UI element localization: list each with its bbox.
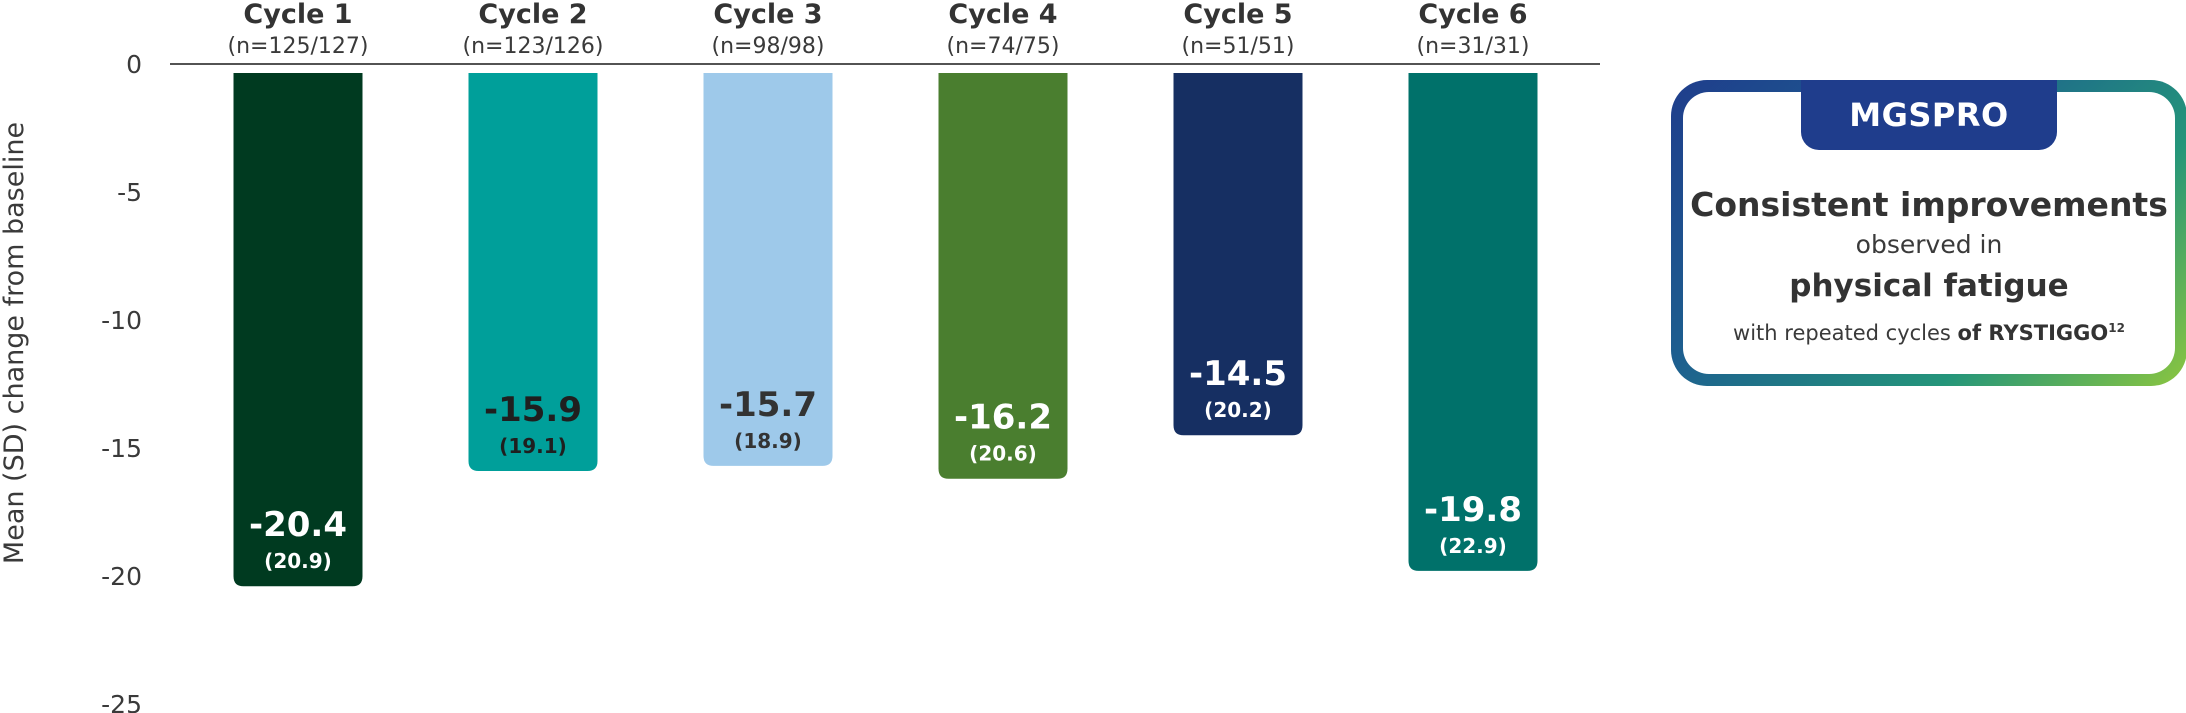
bar-value-label: -16.2 — [954, 398, 1052, 438]
category-label: Cycle 4 — [948, 0, 1057, 30]
bar-sd-label: (22.9) — [1439, 534, 1507, 558]
bar — [1408, 73, 1538, 571]
bar-value-label: -15.7 — [719, 385, 817, 425]
bar — [468, 73, 598, 472]
sample-size-label: (n=123/126) — [463, 34, 604, 59]
y-axis: 0 -5 -10 -15 -20 -25 — [101, 50, 142, 713]
bar-value-label: -19.8 — [1424, 490, 1522, 530]
bar — [703, 73, 833, 466]
sample-size-label: (n=74/75) — [947, 34, 1060, 59]
category-label: Cycle 2 — [478, 0, 587, 30]
sample-size-label: (n=51/51) — [1182, 34, 1295, 59]
callout-line-observed: observed in — [1855, 230, 2003, 259]
category-label: Cycle 1 — [243, 0, 352, 30]
bar-value-label: -15.9 — [484, 390, 582, 430]
callout-box: Consistent improvements observed in phys… — [1671, 80, 2186, 386]
y-tick-label: -10 — [101, 306, 142, 335]
callout-headline: Consistent improvements — [1690, 185, 2168, 224]
sample-size-label: (n=125/127) — [228, 34, 369, 59]
y-tick-label: -25 — [101, 690, 142, 713]
bar-sd-label: (20.2) — [1204, 398, 1272, 422]
bar-value-label: -20.4 — [249, 505, 347, 545]
y-tick-label: -5 — [117, 178, 142, 207]
cycle-headers: Cycle 1 (n=125/127) Cycle 2 (n=123/126) Cycl… — [228, 0, 1530, 59]
y-tick-label: 0 — [126, 50, 142, 79]
sample-size-label: (n=31/31) — [1417, 34, 1530, 59]
callout-body: Consistent improvements observed in phys… — [1683, 92, 2175, 374]
bars: -20.4 (20.9) -15.9 (19.1) -15.7 (18.9) -16.2 (2… — [233, 73, 1538, 587]
bar-sd-label: (20.9) — [264, 549, 332, 573]
callout-line-fatigue: physical fatigue — [1789, 268, 2069, 304]
callout-footnote-ref: 12 — [2108, 321, 2125, 335]
y-tick-label: -15 — [101, 434, 142, 463]
bar-sd-label: (20.6) — [969, 442, 1037, 466]
bar — [233, 73, 363, 587]
callout-footnote-brand: of RYSTIGGO — [1957, 321, 2109, 345]
category-label: Cycle 5 — [1183, 0, 1292, 30]
bar — [938, 73, 1068, 479]
callout-footnote: with repeated cycles of RYSTIGGO12 — [1733, 308, 2125, 353]
y-axis-label: Mean (SD) change from baseline — [0, 122, 30, 564]
category-label: Cycle 3 — [713, 0, 822, 30]
bar-value-label: -14.5 — [1189, 354, 1287, 394]
bar-chart: 0 -5 -10 -15 -20 -25 -20.4 (20.9) -15.9 (19.1) -1… — [0, 0, 1600, 713]
bar-sd-label: (18.9) — [734, 429, 802, 453]
y-tick-label: -20 — [101, 562, 142, 591]
callout-footnote-prefix: with repeated cycles — [1733, 321, 1958, 345]
bar-sd-label: (19.1) — [499, 434, 567, 458]
bar — [1173, 73, 1303, 436]
mgspro-tab: MGSPRO — [1801, 80, 2057, 150]
callout-gradient-border: Consistent improvements observed in phys… — [1671, 80, 2186, 386]
sample-size-label: (n=98/98) — [712, 34, 825, 59]
category-label: Cycle 6 — [1418, 0, 1527, 30]
